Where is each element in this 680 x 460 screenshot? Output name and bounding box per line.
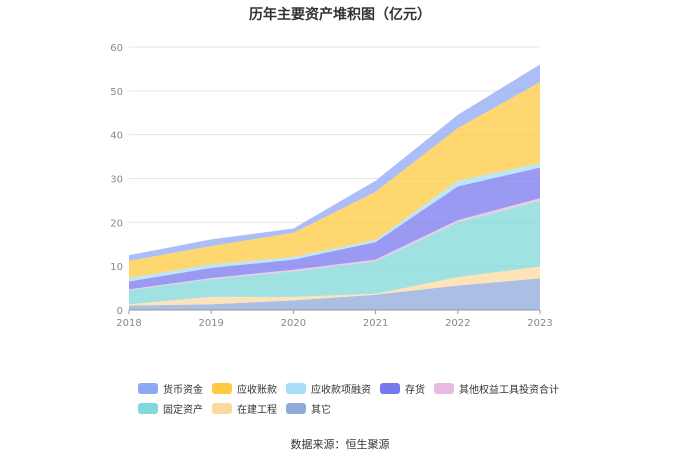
x-tick-label: 2022 xyxy=(445,318,470,329)
area-series xyxy=(129,266,540,306)
y-tick-label: 0 xyxy=(117,306,123,317)
x-tick-label: 2019 xyxy=(198,318,223,329)
legend-item[interactable]: 应收账款 xyxy=(212,381,277,396)
legend-item[interactable]: 货币资金 xyxy=(138,381,203,396)
legend-item[interactable]: 存货 xyxy=(380,381,425,396)
legend-swatch xyxy=(212,382,232,394)
x-tick-label: 2021 xyxy=(363,318,388,329)
legend-swatch xyxy=(138,382,158,394)
y-tick-label: 10 xyxy=(110,262,123,273)
area-series xyxy=(129,163,540,282)
legend-item[interactable]: 在建工程 xyxy=(212,401,277,416)
legend-item[interactable]: 应收款项融资 xyxy=(286,381,371,396)
legend-label: 其他权益工具投资合计 xyxy=(459,384,559,396)
x-tick-label: 2023 xyxy=(527,318,552,329)
y-tick-label: 60 xyxy=(110,43,123,54)
legend-label: 固定资产 xyxy=(163,404,203,416)
legend-swatch xyxy=(212,402,232,414)
legend-item[interactable]: 其他权益工具投资合计 xyxy=(434,381,559,396)
y-tick-label: 50 xyxy=(110,87,123,98)
legend-label: 其它 xyxy=(311,404,331,416)
x-tick-label: 2018 xyxy=(116,318,141,329)
y-tick-label: 40 xyxy=(110,131,123,142)
data-source: 数据来源：恒生聚源 xyxy=(290,438,390,451)
legend-swatch xyxy=(380,382,400,394)
legend-label: 在建工程 xyxy=(237,404,277,416)
y-tick-label: 30 xyxy=(110,175,123,186)
legend-label: 存货 xyxy=(405,384,425,396)
legend-item[interactable]: 固定资产 xyxy=(138,401,203,416)
area-series xyxy=(129,167,540,290)
chart-legend: 货币资金 应收账款 应收款项融资 存货 其他权益工具投资合计 固定资产 在建工程 其它 xyxy=(138,378,559,418)
legend-label: 应收账款 xyxy=(237,384,277,396)
legend-swatch xyxy=(286,382,306,394)
legend-label: 货币资金 xyxy=(163,384,203,396)
legend-row: 固定资产 在建工程 其它 xyxy=(138,398,558,418)
legend-label: 应收款项融资 xyxy=(311,384,371,396)
x-tick-label: 2020 xyxy=(281,318,306,329)
legend-item[interactable]: 其它 xyxy=(286,401,331,416)
y-tick-label: 20 xyxy=(110,218,123,229)
legend-swatch xyxy=(138,402,158,414)
area-series xyxy=(129,200,540,305)
legend-row: 货币资金 应收账款 应收款项融资 存货 其他权益工具投资合计 xyxy=(138,378,559,398)
legend-swatch xyxy=(286,402,306,414)
chart-title: 历年主要资产堆积图（亿元） xyxy=(249,7,431,23)
area-series xyxy=(129,82,540,278)
legend-swatch xyxy=(434,382,454,394)
area-series xyxy=(129,278,540,310)
